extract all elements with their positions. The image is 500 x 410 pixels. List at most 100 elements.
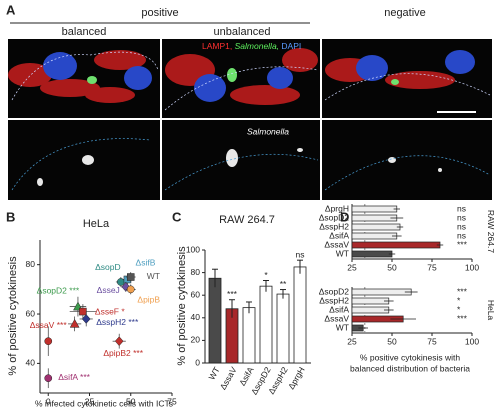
significance: ***	[57, 320, 68, 330]
bar	[351, 223, 401, 231]
y-tick-label: 80	[191, 267, 201, 277]
significance: ***	[457, 239, 468, 249]
significance: ns	[457, 221, 466, 231]
point-name: ΔpipB2	[103, 348, 131, 358]
chart-title: RAW 264.7	[219, 214, 275, 226]
y-tick-label: 0	[195, 357, 200, 367]
y-tick-label: ΔprgH	[325, 203, 349, 213]
y-tick-label: 60	[26, 308, 36, 318]
x-tick-label: 75	[427, 336, 437, 346]
point-name: ΔsifB	[136, 258, 156, 268]
y-tick-label: 40	[26, 358, 36, 368]
point-label: ΔsifA ***	[58, 372, 90, 382]
y-tick-label: ΔsifA	[329, 304, 349, 314]
panel-letter: C	[172, 209, 182, 224]
panel-letter: A	[6, 2, 16, 17]
significance: ns	[296, 249, 305, 259]
bar	[351, 306, 390, 314]
significance: ***	[457, 286, 468, 296]
gray-label: Salmonella	[247, 126, 289, 136]
y-tick-label: 100	[186, 244, 200, 254]
point-name: WT	[147, 271, 160, 281]
x-tick-label: 25	[85, 396, 95, 406]
group-label: HeLa	[486, 300, 496, 321]
bar	[293, 266, 307, 364]
point-name: ΔsopD	[95, 262, 121, 272]
bar	[208, 277, 222, 364]
group-label: RAW 264.7	[486, 210, 496, 253]
x-tick-label: 100	[465, 336, 479, 346]
significance: *	[457, 295, 461, 305]
point-label: ΔsopD	[95, 262, 121, 272]
point	[44, 337, 53, 346]
significance: *	[457, 304, 461, 314]
x-tick-label: 0	[46, 396, 51, 406]
chart-title: HeLa	[83, 218, 110, 230]
y-tick-label: ΔsopD2	[319, 212, 350, 222]
point-label: ΔsspH2 ***	[96, 317, 139, 327]
point-label: ΔssaV ***	[30, 320, 68, 330]
bar	[351, 297, 390, 305]
y-tick-label: 40	[191, 312, 201, 322]
point-label: ΔsseF *	[95, 307, 125, 317]
x-tick-label: 50	[387, 336, 397, 346]
point-name: ΔsspH2	[96, 317, 126, 327]
significance: ns	[457, 203, 466, 213]
point-name: ΔpipB	[137, 295, 160, 305]
significance: *	[264, 270, 268, 280]
subheader: unbalanced	[214, 26, 271, 38]
point	[79, 307, 87, 316]
y-tick-label: 80	[26, 259, 36, 269]
y-axis-label: % of positive cytokinesis	[176, 246, 188, 366]
significance: **	[280, 279, 287, 289]
point	[69, 318, 80, 328]
x-tick-label: 50	[387, 262, 397, 272]
x-tick-label: ΔprgH	[286, 365, 307, 391]
point	[81, 314, 91, 324]
bar	[351, 232, 398, 240]
point-label: ΔpipB	[137, 295, 160, 305]
significance: ns	[457, 230, 466, 240]
micrograph-gray: Salmonella	[8, 120, 492, 200]
bar	[242, 307, 256, 364]
point-label: ΔsifB	[136, 258, 156, 268]
point-name: ΔsseJ	[97, 285, 120, 295]
point-name: ΔsopD2	[37, 286, 68, 296]
y-tick-label: ΔsifA	[329, 230, 349, 240]
x-tick-label: 75	[427, 262, 437, 272]
significance: ns	[457, 212, 466, 222]
x-axis-label: balanced distribution of bacteria	[350, 363, 470, 373]
y-tick-label: ΔsopD2	[319, 286, 350, 296]
bar	[259, 285, 273, 364]
x-tick-label: ΔssaV	[218, 365, 239, 392]
point-label: WT	[147, 271, 160, 281]
x-axis-label: % infected cytokinetic cells with ICTs	[35, 398, 173, 408]
panel-c: C RAW 264.7 % of positive cytokinesis 0 20 40…	[172, 209, 311, 396]
panel-b: B HeLa 0 25 50 75 40 60 80 % infected cytokinetic…	[6, 209, 177, 408]
x-tick-label: 25	[347, 336, 357, 346]
bar	[351, 250, 393, 258]
significance: ***	[133, 348, 144, 358]
point	[126, 285, 135, 294]
y-tick-label: ΔsspH2	[319, 295, 349, 305]
header: positive	[141, 7, 178, 19]
point-label: ΔpipB2 ***	[103, 348, 143, 358]
panel-letter: B	[6, 209, 15, 224]
bar	[351, 205, 398, 213]
y-tick-label: ΔssaV	[324, 313, 349, 323]
significance: ***	[80, 372, 91, 382]
panel-a: A positive negative balanced unbalanced	[6, 2, 492, 200]
bar	[351, 241, 441, 249]
x-axis-label: % positive cytokinesis with	[360, 352, 460, 362]
point-name: ΔsseF	[95, 307, 119, 317]
y-tick-label: ΔsspH2	[319, 221, 349, 231]
significance: *	[121, 307, 125, 317]
point-label: ΔsseJ	[97, 285, 120, 295]
x-tick-label: WT	[206, 365, 221, 381]
significance: ***	[457, 313, 468, 323]
x-tick-label: 50	[126, 396, 136, 406]
y-axis-label: % of positive cytokinesis	[7, 256, 19, 376]
stain-label: LAMP1, Salmonella, DAPI	[202, 41, 301, 51]
significance: ***	[69, 286, 80, 296]
